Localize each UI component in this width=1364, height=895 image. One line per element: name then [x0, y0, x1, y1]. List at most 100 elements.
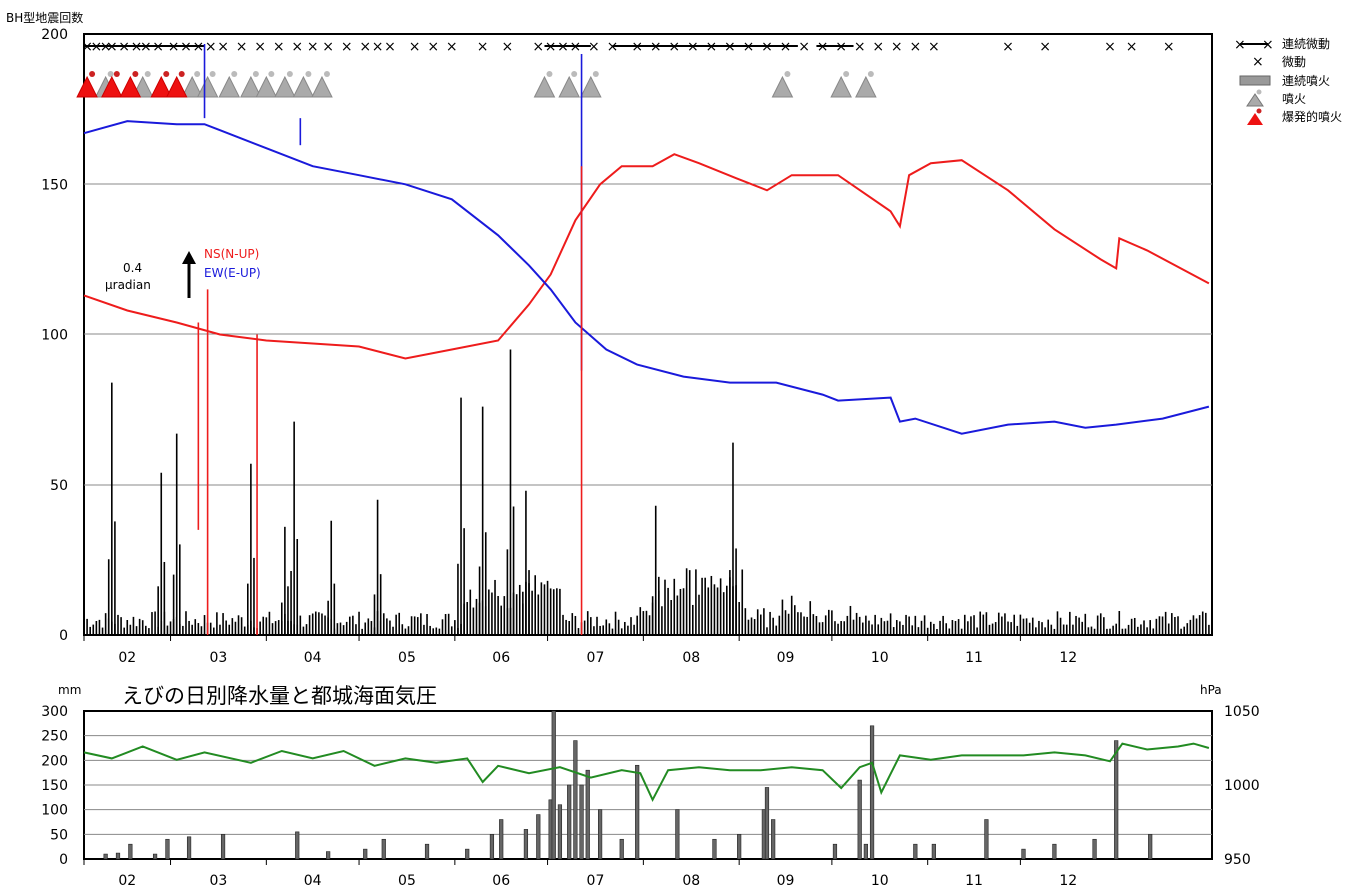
- rain-bar: [832, 843, 838, 860]
- legend-item-continuous-eruption: 連続噴火: [1282, 74, 1330, 88]
- upper-month-label: 09: [777, 650, 795, 666]
- tremor-marker: ×: [1002, 39, 1014, 55]
- upper-month-label: 08: [682, 650, 700, 666]
- legend-eruption-plume: [1256, 89, 1262, 95]
- rain-bar: [536, 814, 541, 860]
- eruption-triangle: [292, 75, 315, 98]
- rain-bar: [984, 819, 989, 860]
- rain-bar: [165, 838, 170, 860]
- tremor-marker: ×: [891, 39, 903, 55]
- legend-continuous-tremor-x-right: ×: [1262, 37, 1274, 53]
- rain-bar: [152, 853, 158, 860]
- pressure-line: [83, 742, 1210, 803]
- upper-y-tick-label: 100: [41, 328, 68, 344]
- rain-bar: [128, 843, 133, 860]
- upper-month-label: 10: [871, 650, 889, 666]
- explosive-eruption-triangle-plume: [178, 71, 185, 77]
- eruption-triangle-plume: [867, 71, 874, 77]
- explosive-eruption-triangle: [119, 75, 142, 98]
- lower-month-label: 06: [492, 873, 510, 889]
- legend-continuous-tremor-x-left: ×: [1234, 37, 1246, 53]
- rain-bar: [579, 784, 584, 860]
- tremor-marker: ×: [236, 39, 248, 55]
- rain-bar: [913, 843, 918, 860]
- tremor-marker: ×: [205, 39, 217, 55]
- eruption-triangle-plume: [305, 71, 312, 77]
- eruption-triangle: [274, 75, 296, 98]
- lower-y-tick-label: 50: [50, 827, 68, 843]
- explosive-eruption-triangle-plume: [113, 71, 120, 77]
- lower-month-label: 08: [682, 873, 700, 889]
- eruption-triangle: [218, 75, 241, 98]
- lower-month-label: 11: [965, 873, 983, 889]
- legend-continuous-eruption-bar: [1239, 75, 1271, 86]
- rain-bar: [597, 809, 603, 860]
- lower-y-tick-label: 0: [59, 852, 68, 868]
- eruption-triangle: [855, 75, 877, 98]
- eruption-triangle-plume: [592, 71, 599, 77]
- lower-month-label: 10: [871, 873, 889, 889]
- upper-y-tick-label: 150: [41, 177, 68, 193]
- upper-month-label: 12: [1059, 650, 1077, 666]
- ew-series-label: EW(E-UP): [204, 266, 261, 280]
- rain-bar: [465, 848, 470, 860]
- rain-bar: [764, 787, 770, 860]
- eruption-triangle-plume: [784, 71, 791, 77]
- rain-bar: [712, 838, 717, 860]
- eruption-triangle-plume: [571, 71, 578, 77]
- rain-bar: [857, 779, 862, 860]
- tremor-marker: ×: [798, 39, 810, 55]
- lower-y-tick-label: 300: [41, 704, 68, 720]
- eruption-triangle: [196, 75, 219, 98]
- rain-bars: [103, 710, 1153, 860]
- pressure-polyline: [83, 742, 1210, 803]
- explosive-eruption-triangle: [76, 75, 98, 98]
- upper-month-ticks: 02 03 04 05 06 07 08 09 10 11 12: [83, 635, 1077, 666]
- tremor-marker: ×: [341, 39, 353, 55]
- rain-bar: [585, 769, 590, 860]
- legend-item-eruption: 噴火: [1282, 92, 1306, 106]
- rain-bar: [869, 725, 875, 860]
- rain-bar: [1148, 834, 1153, 860]
- rain-bar: [635, 764, 640, 860]
- tremor-marker: ×: [254, 39, 266, 55]
- rain-bar: [1052, 843, 1057, 860]
- rain-bar: [363, 848, 368, 860]
- tremor-marker: ×: [273, 39, 285, 55]
- rain-bar: [771, 819, 776, 860]
- eruption-triangle: [311, 75, 333, 98]
- tremor-marker: ×: [502, 39, 514, 55]
- lower-grid: [84, 735, 1212, 835]
- upper-month-label: 11: [965, 650, 983, 666]
- tremor-marker: ×: [409, 39, 421, 55]
- upper-month-label: 02: [118, 650, 136, 666]
- rain-bar: [551, 710, 556, 860]
- eruption-triangle: [771, 75, 794, 98]
- rain-bar: [424, 843, 430, 860]
- rain-bar: [1114, 740, 1119, 860]
- rain-bar: [675, 809, 680, 860]
- rain-bar: [573, 740, 578, 860]
- lower-y2-tick-label: 1050: [1224, 704, 1260, 720]
- rain-bar: [567, 784, 572, 860]
- explosive-eruption-triangle-plume: [89, 71, 96, 77]
- scale-value: 0.4: [123, 261, 142, 275]
- upper-y-axis-label: BH型地震回数: [6, 10, 83, 25]
- mm-unit-label: mm: [58, 683, 81, 697]
- tremor-marker: ×: [322, 39, 334, 55]
- upper-month-label: 05: [398, 650, 416, 666]
- lower-ticks: 02 03 04 05 06 07 08 09 10 11 12 0 50 100 150 200 250 300…: [41, 704, 1259, 889]
- lower-month-label: 12: [1059, 873, 1077, 889]
- rain-bar: [863, 843, 868, 860]
- rain-bar: [295, 831, 300, 860]
- legend-explosive-eruption-plume: [1256, 108, 1262, 114]
- eruption-triangle: [181, 75, 203, 98]
- explosive-eruption-triangle-plume: [132, 71, 139, 77]
- eruption-triangle-plume: [107, 71, 114, 77]
- tremor-marker: ×: [446, 39, 458, 55]
- eruption-triangle: [255, 75, 278, 98]
- rain-bar: [499, 819, 504, 860]
- legend: × × 連続微動 × 微動 連続噴火 噴火 爆発的噴火: [1234, 37, 1342, 125]
- rain-bar: [186, 836, 192, 860]
- rain-bar: [619, 838, 624, 860]
